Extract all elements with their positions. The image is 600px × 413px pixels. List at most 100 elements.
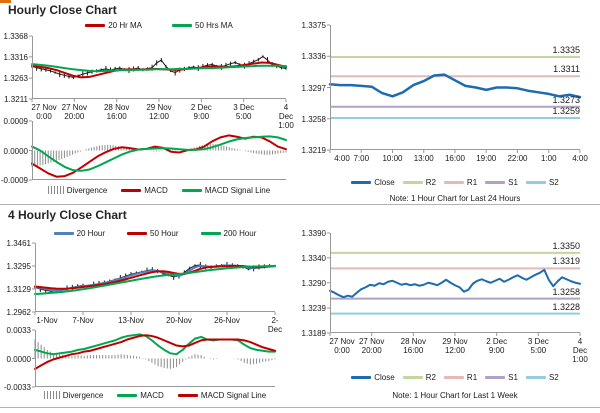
x-axis-tick-label: 29 Nov 12:00 (146, 103, 172, 121)
x-axis-tick-label: 2 Dec 9:00 (486, 337, 508, 355)
four-hourly-macd-legend: Divergence MACD MACD Signal Line (35, 389, 275, 401)
legend-label: S1 (508, 372, 518, 382)
hourly-close-plot: 1.3368 1.3316 1.3263 1.3211 27 Nov 0:00 27 No… (4, 32, 294, 130)
y-axis-tick-label: 0.0009 (3, 117, 28, 126)
four-hourly-macd-plot: 0.0033 0.0000 -0.0033 (4, 326, 276, 392)
legend-label: R1 (466, 177, 478, 187)
divergence-legend-swatch-icon (47, 186, 64, 194)
x-axis-tick-label: 29 Nov 12:00 (442, 337, 468, 355)
bottom-divider (0, 407, 600, 408)
y-axis-tick-label: 1.3297 (301, 83, 326, 93)
close-legend-swatch-icon (351, 375, 372, 379)
x-axis-tick-label: 28 Nov 16:00 (400, 337, 427, 355)
legend-item-r1: R1 (443, 177, 478, 187)
y-axis-tick-label: 1.3211 (4, 95, 28, 104)
x-axis-tick-label: 3 Dec 5:00 (233, 103, 255, 121)
level-label-r2: 1.3335 (552, 45, 580, 56)
x-axis-tick-label: 7:00 (353, 154, 370, 163)
x-axis-tick-label: 16:00 (444, 154, 466, 163)
y-axis-tick-label: 1.3461 (6, 239, 31, 248)
pivot-1w-plot: 1.3350 1.3319 1.3258 1.3228 1.3390 1.3340 1.32… (302, 229, 588, 364)
hourly-macd-plot: 0.0009 0.0000 -0.0009 (1, 117, 287, 185)
x-axis-tick-label: 27 Nov 20:00 (61, 103, 88, 121)
legend-item-50-hour: 50 Hour (127, 228, 179, 238)
legend-item-s2: S2 (525, 373, 559, 382)
y-axis-tick-label: -0.0009 (0, 176, 28, 185)
legend-label: 50 Hrs MA (195, 20, 233, 30)
x-axis-tick-label: 1:00 (540, 154, 557, 163)
legend-label: S2 (548, 177, 559, 187)
hourly-close-chart-title: Hourly Close Chart (8, 3, 117, 17)
y-axis-tick-label: 1.3189 (301, 329, 326, 338)
s1-legend-swatch-icon (485, 375, 506, 379)
level-label-s2: 1.3228 (552, 301, 580, 312)
r1-legend-swatch-icon (443, 375, 464, 379)
legend-item-20-hr-ma: 20 Hr MA (85, 21, 142, 30)
200-hour-legend-swatch-icon (200, 231, 221, 235)
s2-legend-swatch-icon (525, 180, 546, 184)
y-axis-tick-label: 1.3263 (3, 74, 28, 84)
legend-label: Divergence (62, 390, 104, 400)
legend-item-macd: MACD (121, 186, 168, 195)
pivot-24h-legend: Close R2 R1 S1 S2 (330, 176, 580, 188)
x-axis-tick-label: 13-Nov (118, 316, 144, 325)
y-axis-tick-label: 1.3336 (301, 52, 326, 62)
x-axis-tick-label: 10:00 (382, 154, 403, 163)
divergence-legend-swatch-icon (43, 391, 60, 399)
x-axis-tick-label: 3 Dec 5:00 (527, 337, 549, 355)
level-label-s1: 1.3258 (552, 286, 580, 297)
legend-label: R1 (466, 372, 478, 382)
y-axis-tick-label: -0.0033 (3, 383, 31, 392)
20-hour-legend-swatch-icon (53, 231, 74, 235)
level-label-s2: 1.3259 (552, 105, 580, 116)
legend-label: S1 (508, 177, 518, 187)
legend-label: Close (374, 372, 395, 382)
four-hourly-ma-legend: 20 Hour 50 Hour 200 Hour (35, 227, 275, 239)
x-axis-tick-label: 7-Nov (72, 316, 94, 325)
y-axis-tick-label: 1.3295 (6, 261, 31, 271)
y-axis-tick-label: 0.0033 (6, 326, 31, 335)
pivot-24h-plot: 1.3335 1.3311 1.3273 1.3259 1.3375 1.3336 1.32… (302, 21, 588, 163)
50-hour-legend-swatch-icon (127, 231, 148, 235)
50-hrs-ma-legend-swatch-icon (172, 23, 192, 27)
y-axis-tick-label: 1.3368 (3, 32, 28, 41)
legend-label: R2 (425, 177, 436, 187)
legend-item-close: Close (351, 178, 395, 187)
legend-label: MACD Signal Line (200, 390, 267, 400)
x-axis-tick-label: 2-Dec (267, 316, 283, 334)
s1-legend-swatch-icon (485, 180, 506, 184)
legend-item-macd: MACD (117, 391, 164, 400)
y-axis-tick-label: 1.3340 (301, 253, 326, 263)
legend-label: MACD (144, 185, 168, 195)
macd-legend-swatch-icon (117, 393, 138, 397)
legend-label: Divergence (66, 185, 108, 195)
r2-legend-swatch-icon (402, 375, 423, 379)
four-hourly-close-chart-title: 4 Hourly Close Chart (8, 208, 127, 222)
legend-label: 50 Hour (150, 228, 179, 238)
x-axis-tick-label: 27 Nov 0:00 (31, 103, 57, 121)
pivot-1w-note: Note: 1 Hour Chart for Last 1 Week (392, 391, 518, 400)
pivot-24h-note: Note: 1 Hour Chart for Last 24 Hours (389, 194, 521, 203)
legend-item-s2: S2 (525, 177, 559, 187)
legend-item-r2: R2 (402, 177, 436, 187)
x-axis-tick-label: 2 Dec 9:00 (190, 103, 212, 121)
level-label-r1: 1.3311 (553, 64, 580, 75)
x-axis-tick-label: 4 Dec 1:00 (278, 103, 294, 130)
legend-label: MACD Signal Line (204, 185, 271, 195)
x-axis-tick-label: 19:00 (476, 154, 497, 163)
y-axis-tick-label: 1.2962 (6, 308, 31, 317)
macd-signal-line-legend-swatch-icon (177, 393, 198, 397)
legend-label: 20 Hr MA (108, 20, 142, 30)
macd-legend-swatch-icon (121, 188, 142, 192)
x-axis-tick-label: 20-Nov (166, 316, 192, 325)
x-axis-tick-label: 4:00 (334, 154, 350, 163)
x-axis-tick-label: 22:00 (507, 154, 528, 163)
x-axis-tick-label: 27 Nov 0:00 (329, 337, 355, 355)
legend-item-r2: R2 (402, 372, 436, 382)
legend-label: R2 (425, 372, 436, 382)
y-axis-tick-label: 1.3390 (301, 229, 326, 238)
x-axis-tick-label: 26-Nov (214, 316, 240, 325)
legend-label: 20 Hour (76, 228, 106, 238)
legend-item-macd-signal-line: MACD Signal Line (181, 185, 271, 195)
